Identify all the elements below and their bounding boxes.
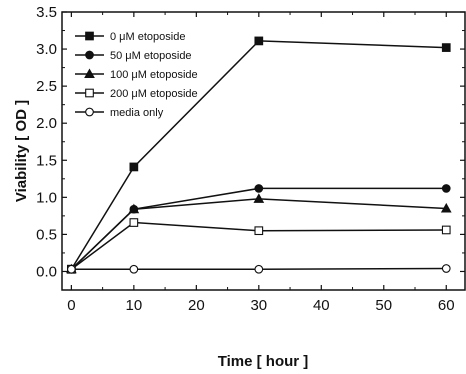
data-point — [441, 225, 451, 235]
legend-marker — [85, 88, 94, 98]
legend-label: 100 μM etoposide — [110, 69, 198, 81]
data-point — [254, 264, 264, 274]
series-line — [70, 198, 447, 270]
legend-marker — [85, 31, 94, 41]
legend-marker — [85, 50, 94, 60]
legend-marker — [84, 68, 95, 78]
x-tick-label: 50 — [375, 297, 392, 314]
y-tick-label: 1.0 — [36, 189, 57, 206]
legend-marker — [85, 107, 94, 117]
x-tick-label: 60 — [438, 297, 455, 314]
y-tick-label: 3.5 — [36, 4, 57, 21]
y-tick-label: 0.0 — [36, 263, 57, 280]
legend: 0 μM etoposide 50 μM etoposide 100 μM etop… — [75, 31, 198, 119]
legend-item: 100 μM etoposide — [75, 68, 198, 81]
data-point — [67, 264, 76, 274]
series-4 — [67, 264, 451, 274]
data-point — [441, 43, 451, 52]
data-point — [254, 226, 264, 236]
data-point — [128, 203, 140, 214]
y-axis-title: Viability [ OD ] — [13, 100, 30, 202]
y-tick-label: 1.5 — [36, 152, 57, 169]
legend-label: 200 μM etoposide — [110, 88, 198, 100]
data-point — [441, 184, 451, 193]
data-point — [254, 184, 264, 193]
legend-item: media only — [75, 107, 164, 119]
x-axis-title: Time [ hour ] — [218, 353, 309, 370]
plot-frame — [61, 11, 466, 291]
data-point — [129, 162, 139, 172]
data-point — [254, 36, 264, 46]
legend-label: 0 μM etoposide — [110, 31, 185, 43]
data-point — [129, 218, 139, 227]
data-point — [253, 193, 265, 203]
y-tick-label: 0.5 — [36, 226, 57, 243]
y-tick-label: 2.0 — [36, 115, 57, 132]
series-line — [71, 267, 447, 270]
x-tick-label: 40 — [313, 297, 330, 314]
data-point — [441, 264, 451, 273]
series-line — [70, 221, 447, 270]
x-tick-label: 10 — [126, 297, 143, 314]
data-point — [440, 202, 452, 213]
legend-item: 200 μM etoposide — [75, 88, 198, 100]
x-tick-label: 20 — [188, 297, 205, 314]
series-line — [70, 40, 447, 270]
legend-item: 0 μM etoposide — [75, 31, 185, 43]
x-tick-label: 30 — [250, 297, 267, 314]
legend-item: 50 μM etoposide — [75, 50, 192, 62]
series-layer — [66, 36, 452, 274]
legend-label: 50 μM etoposide — [110, 50, 192, 62]
legend-label: media only — [110, 107, 164, 119]
x-tick-label: 0 — [67, 297, 75, 314]
y-tick-label: 3.0 — [36, 41, 57, 58]
axis-ticks: 0 10 20 30 40 50 60 0.0 0.5 1.0 1.5 2.0 2.5 3.0 3.5 — [36, 4, 465, 314]
y-tick-label: 2.5 — [36, 78, 57, 95]
data-point — [129, 264, 139, 274]
